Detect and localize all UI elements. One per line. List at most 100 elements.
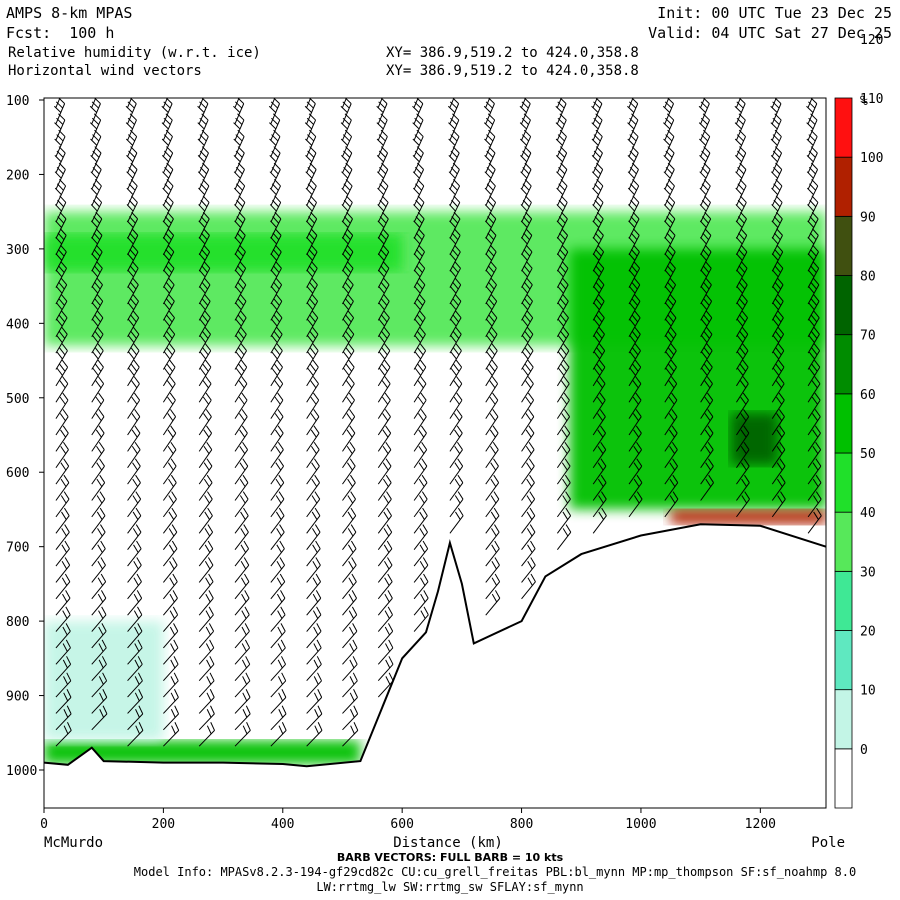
wind-barb [663, 129, 675, 157]
wind-barb [305, 195, 317, 223]
wind-barb [55, 590, 71, 616]
wind-barb [91, 639, 107, 665]
wind-barb [270, 474, 285, 501]
wind-barb [91, 705, 108, 731]
wind-barb [234, 705, 251, 731]
wind-barb [306, 310, 319, 337]
wind-barb [198, 606, 214, 632]
colorbar-segment [834, 570, 853, 631]
wind-barb [198, 376, 212, 403]
wind-barb [663, 113, 675, 141]
wind-barb [55, 524, 70, 550]
wind-barb [163, 689, 179, 714]
wind-barb [735, 162, 747, 190]
wind-barb [234, 524, 249, 550]
wind-barb [342, 98, 347, 108]
wind-barb [556, 491, 571, 518]
wind-barb [485, 557, 500, 583]
wind-barb [91, 507, 106, 534]
wind-barb [698, 113, 710, 141]
wind-barb [521, 343, 534, 370]
wind-barb [91, 326, 104, 354]
wind-barb [734, 98, 746, 125]
wind-barb [55, 343, 68, 370]
wind-barb [270, 310, 283, 337]
colorbar-segment [834, 393, 853, 454]
wind-barb [735, 146, 747, 174]
wind-barb [521, 524, 536, 550]
wind-barb [306, 524, 321, 550]
wind-barb [521, 392, 535, 419]
wind-barb [664, 474, 679, 501]
x-axis-title: Distance (km) [393, 835, 503, 851]
wind-barb [305, 162, 317, 190]
wind-barb [55, 656, 72, 682]
wind-barb [377, 507, 392, 534]
wind-barb [233, 129, 245, 157]
wind-barb [234, 343, 247, 370]
x-axis: 0 200 400 600 800 1000 1200 [40, 808, 776, 832]
wind-barb [413, 557, 429, 583]
model-title: AMPS 8-km MPAS [6, 4, 133, 22]
wind-barb [628, 98, 634, 108]
colorbar-label: 30 [860, 565, 876, 580]
wind-barb [806, 98, 818, 125]
wind-barb [198, 722, 215, 747]
wind-barb [520, 146, 532, 174]
rh-shading [44, 211, 826, 808]
wind-barb [485, 326, 498, 354]
wind-barb [521, 441, 535, 469]
wind-barb [735, 179, 747, 206]
wind-barb [700, 474, 714, 501]
wind-barb [198, 540, 214, 567]
wind-barb [377, 524, 393, 550]
wind-barb [306, 672, 322, 698]
wind-barb [233, 98, 245, 125]
wind-barb [127, 507, 142, 534]
wind-barb [628, 326, 641, 354]
model-info-physics: LW:rrtmg_lw SW:rrtmg_sw SFLAY:sf_mynn [316, 880, 584, 894]
wind-barb [342, 656, 358, 682]
wind-barb [485, 491, 500, 518]
wind-barb [521, 425, 535, 452]
wind-barb [521, 458, 535, 485]
wind-barb [162, 474, 177, 501]
wind-barb [197, 113, 209, 141]
wind-barb [521, 409, 535, 436]
wind-barb [628, 491, 643, 518]
wind-barb [413, 458, 428, 485]
rh-region-mid-right-moist [569, 248, 826, 510]
wind-barb [449, 425, 463, 452]
wind-barb [807, 359, 821, 387]
wind-barb [734, 129, 747, 157]
wind-barb [807, 507, 822, 534]
wind-barb [162, 524, 178, 550]
wind-barb [127, 376, 140, 403]
wind-barb [91, 409, 105, 436]
wind-barb [127, 409, 141, 436]
wind-barb [377, 639, 394, 665]
wind-barb [234, 722, 251, 747]
colorbar-label: 40 [860, 506, 876, 521]
wind-barb [448, 162, 460, 190]
wind-barb [412, 129, 424, 157]
wind-barb [163, 672, 179, 698]
wind-barb [270, 376, 284, 403]
wind-barb [807, 441, 822, 469]
wind-barb [340, 98, 352, 125]
wind-barb [377, 195, 389, 223]
wind-barb [413, 524, 428, 550]
wind-barb [700, 425, 714, 452]
wind-barb [197, 129, 209, 157]
wind-barb [521, 474, 535, 501]
wind-barb [806, 179, 819, 206]
wind-barb [484, 211, 497, 239]
wind-barb [233, 113, 245, 141]
wind-barb [771, 211, 783, 239]
wind-barb [556, 524, 572, 550]
wind-barb [91, 540, 106, 567]
wind-barb [270, 705, 287, 731]
wind-barb [807, 425, 821, 452]
wind-barb [305, 211, 318, 239]
wind-barb [342, 474, 356, 501]
